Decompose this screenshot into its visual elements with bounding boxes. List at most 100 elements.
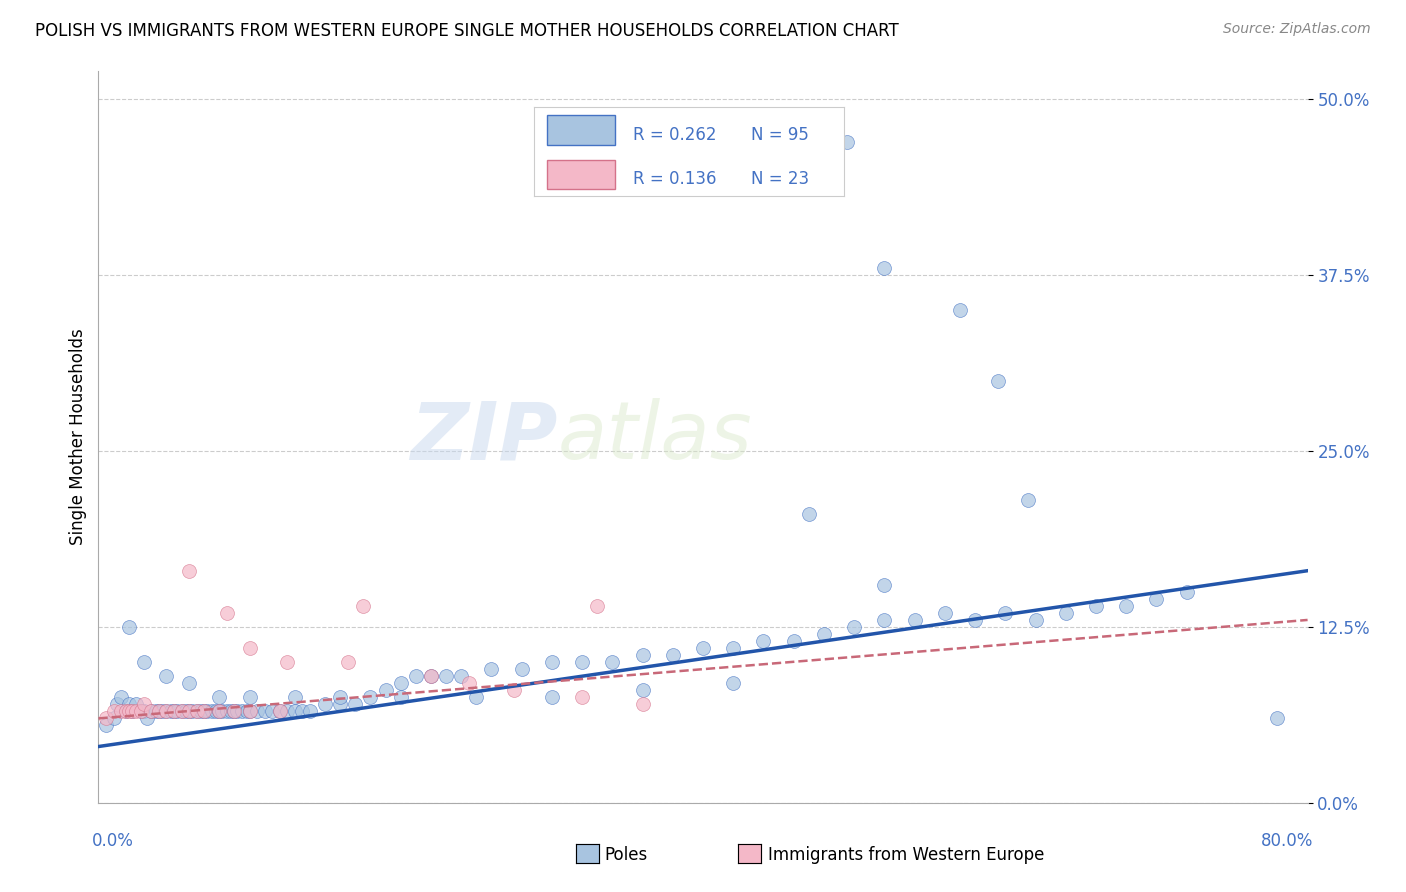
Point: [934, 606, 956, 620]
Point: [994, 606, 1017, 620]
Point: [692, 641, 714, 656]
Point: [835, 135, 858, 149]
Point: [177, 564, 201, 578]
Point: [253, 705, 276, 719]
Point: [389, 676, 412, 690]
Point: [221, 705, 243, 719]
Point: [457, 676, 479, 690]
Point: [291, 705, 314, 719]
Point: [148, 705, 170, 719]
Point: [129, 705, 152, 719]
Point: [110, 690, 132, 705]
Point: [1115, 599, 1137, 613]
Point: [103, 711, 125, 725]
Point: [155, 705, 177, 719]
Point: [352, 599, 374, 613]
Point: [276, 705, 298, 719]
Point: [208, 705, 231, 719]
Point: [118, 620, 141, 634]
Point: [721, 676, 744, 690]
Point: [166, 705, 188, 719]
Point: [1024, 613, 1046, 627]
Point: [844, 620, 866, 634]
Point: [1175, 584, 1198, 599]
Point: [586, 599, 609, 613]
Point: [163, 705, 186, 719]
Y-axis label: Single Mother Households: Single Mother Households: [69, 329, 87, 545]
Point: [177, 705, 201, 719]
Point: [1017, 493, 1039, 508]
Point: [141, 705, 163, 719]
Point: [155, 705, 177, 719]
Point: [752, 634, 775, 648]
Point: [94, 711, 117, 725]
Point: [239, 641, 262, 656]
Point: [329, 690, 352, 705]
Point: [904, 613, 927, 627]
Text: N = 95: N = 95: [751, 126, 808, 144]
Point: [145, 705, 167, 719]
Point: [174, 705, 197, 719]
Point: [118, 698, 141, 712]
Point: [170, 705, 193, 719]
Point: [389, 690, 412, 705]
Point: [1085, 599, 1108, 613]
Text: ZIP: ZIP: [411, 398, 558, 476]
Point: [262, 705, 284, 719]
Point: [110, 705, 132, 719]
Point: [510, 662, 533, 676]
Point: [797, 508, 820, 522]
Point: [155, 669, 177, 683]
Point: [631, 698, 654, 712]
Point: [374, 683, 396, 698]
Point: [419, 669, 441, 683]
Point: [631, 683, 654, 698]
Point: [571, 655, 593, 669]
Point: [965, 613, 987, 627]
Text: Source: ZipAtlas.com: Source: ZipAtlas.com: [1223, 22, 1371, 37]
Point: [193, 705, 215, 719]
Point: [949, 303, 972, 318]
Point: [239, 705, 262, 719]
Point: [103, 705, 125, 719]
Point: [540, 655, 562, 669]
Point: [481, 662, 503, 676]
Point: [170, 705, 193, 719]
Point: [246, 705, 269, 719]
Point: [114, 705, 136, 719]
Text: atlas: atlas: [558, 398, 752, 476]
Point: [129, 705, 152, 719]
Point: [125, 698, 148, 712]
Point: [118, 705, 141, 719]
Bar: [547, 115, 614, 145]
Point: [141, 705, 163, 719]
Point: [721, 641, 744, 656]
Point: [224, 705, 246, 719]
Point: [314, 698, 336, 712]
Point: [405, 669, 427, 683]
Point: [201, 705, 224, 719]
Point: [105, 698, 128, 712]
Point: [329, 698, 352, 712]
Point: [235, 705, 257, 719]
Text: N = 23: N = 23: [751, 170, 808, 188]
Point: [177, 676, 201, 690]
Point: [132, 655, 155, 669]
Point: [269, 705, 291, 719]
Point: [231, 705, 253, 719]
Point: [193, 705, 215, 719]
Point: [239, 705, 262, 719]
Point: [94, 718, 117, 732]
Point: [186, 705, 208, 719]
Point: [177, 705, 201, 719]
Point: [661, 648, 683, 662]
Point: [873, 613, 896, 627]
Point: [132, 698, 155, 712]
Point: [987, 374, 1010, 388]
Bar: [547, 160, 614, 189]
Point: [284, 690, 307, 705]
Point: [211, 705, 233, 719]
Point: [571, 690, 593, 705]
Text: Immigrants from Western Europe: Immigrants from Western Europe: [768, 846, 1045, 863]
Point: [135, 711, 157, 725]
